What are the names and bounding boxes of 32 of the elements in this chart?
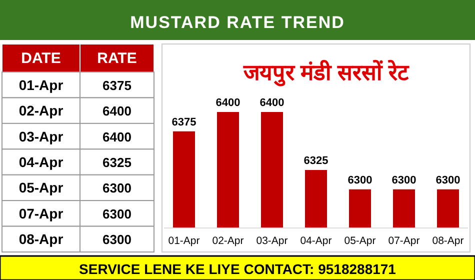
- data-label: 6400: [216, 97, 240, 109]
- data-label: 6300: [102, 232, 132, 248]
- category-label: 05-Apr: [18, 180, 64, 196]
- chart-title: जयपुर मंडी सरसों रेट: [242, 59, 410, 87]
- text: RATE: [97, 50, 137, 67]
- x-tick-label: 03-Apr: [256, 235, 288, 247]
- text: DATE: [21, 50, 61, 67]
- data-label: 6300: [348, 174, 372, 186]
- chart-subtitle: MUSTARD RATE TREND: [130, 13, 345, 32]
- text: SERVICE LENE KE LIYE CONTACT: 9518288171: [79, 261, 396, 277]
- x-tick-label: 07-Apr: [388, 235, 420, 247]
- data-label: 6300: [102, 206, 132, 222]
- data-label: 6400: [260, 97, 284, 109]
- category-label: 07-Apr: [18, 205, 64, 222]
- x-tick-label: 04-Apr: [300, 235, 332, 247]
- category-label: 01-Apr: [18, 76, 64, 93]
- category-label: 02-Apr: [18, 102, 64, 119]
- x-tick-label: 05-Apr: [344, 235, 376, 247]
- data-label: 6400: [102, 129, 132, 144]
- x-tick-label: 02-Apr: [212, 235, 244, 247]
- data-label: 6375: [172, 116, 196, 128]
- data-label: 6300: [392, 174, 416, 186]
- data-label: 6325: [304, 155, 328, 167]
- data-label: 6375: [102, 78, 132, 93]
- x-tick-label: 01-Apr: [168, 235, 200, 247]
- category-label: 03-Apr: [18, 128, 64, 144]
- category-label: 04-Apr: [18, 154, 64, 170]
- data-label: 6325: [102, 155, 132, 170]
- data-label: 6300: [102, 180, 132, 196]
- x-tick-label: 08-Apr: [432, 235, 464, 247]
- data-label: 6400: [102, 104, 132, 119]
- data-label: 6300: [436, 174, 460, 186]
